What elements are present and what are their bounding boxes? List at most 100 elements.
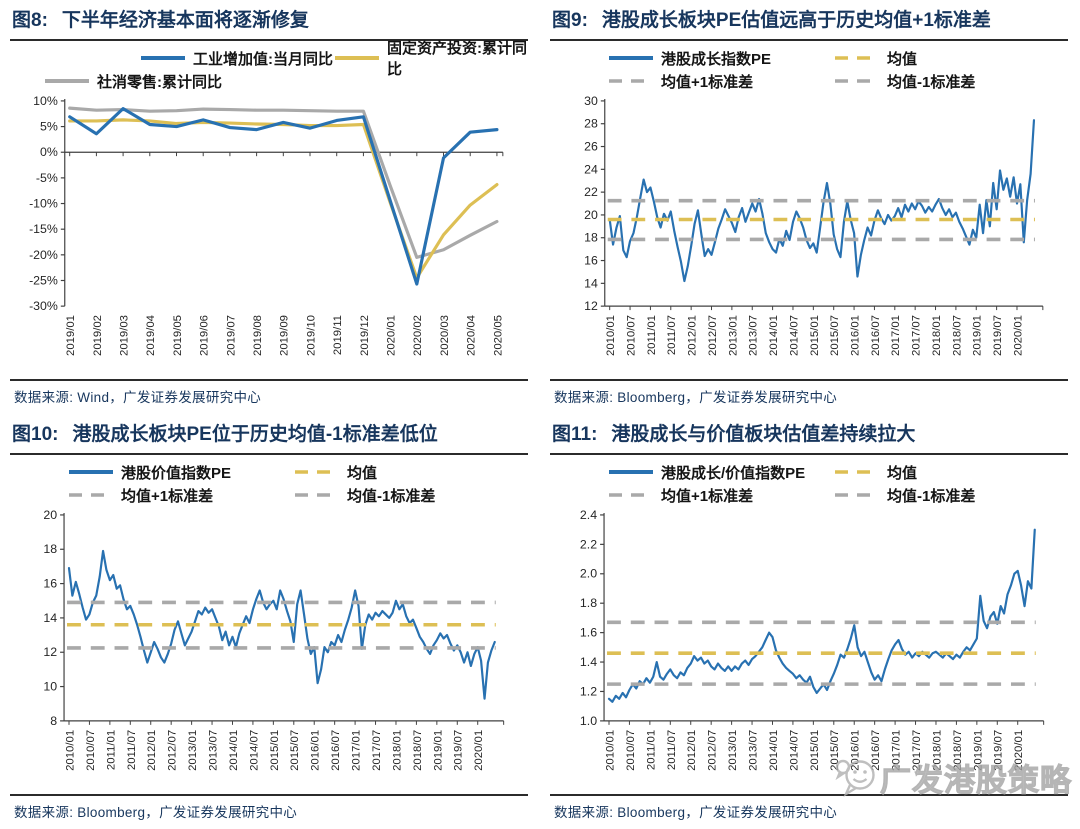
figure8-panel: 图8: 下半年经济基本面将逐渐修复 工业增加值:当月同比 固定资产投资:累计同比社… — [0, 0, 540, 414]
x-axis-label: 2020/02 — [412, 315, 424, 356]
x-axis-label: 2016/01 — [310, 730, 322, 771]
x-axis-label: 2015/01 — [809, 730, 821, 771]
x-axis-label: 2018/01 — [391, 730, 403, 771]
x-axis-label: 2020/04 — [466, 315, 478, 356]
x-axis-label: 2019/10 — [305, 315, 317, 356]
x-axis-label: 2017/01 — [351, 730, 363, 771]
x-axis-label: 2020/01 — [1013, 730, 1025, 771]
legend-label: 社消零售:累计同比 — [97, 73, 222, 91]
legend-item: 均值 — [294, 462, 520, 483]
figure9-legend: 港股成长指数PE 均值均值+1标准差 均值-1标准差 — [550, 41, 1068, 93]
legend-item: 社消零售:累计同比 — [44, 71, 242, 92]
dashed-line-swatch — [835, 56, 879, 61]
x-axis-label: 2016/07 — [330, 730, 342, 771]
legend-label: 均值+1标准差 — [661, 73, 754, 91]
y-axis-label: 30 — [584, 95, 598, 108]
x-axis-label: 2016/07 — [870, 730, 882, 771]
legend-label: 均值+1标准差 — [661, 487, 754, 505]
legend-item: 工业增加值:当月同比 — [140, 48, 334, 69]
x-axis-label: 2019/07 — [993, 730, 1005, 771]
figure9-chart-plot: 30 28 26 24 22 20 18 16 14 12 2010/01 2010/07 2011/0… — [584, 95, 1044, 356]
line-swatch — [335, 56, 379, 61]
figure9-panel: 图9: 港股成长板块PE估值远高于历史均值+1标准差 港股成长指数PE 均值 均值+… — [540, 0, 1080, 414]
line-swatch — [45, 79, 89, 84]
x-axis-label: 2010/07 — [85, 730, 97, 771]
legend-item: 港股成长/价值指数PE — [608, 462, 834, 483]
legend-item: 均值-1标准差 — [294, 485, 520, 506]
x-axis-label: 2018/07 — [951, 315, 963, 356]
y-axis-label: 2.2 — [580, 537, 597, 551]
x-axis-label: 2013/01 — [187, 730, 199, 771]
series-line — [67, 549, 496, 700]
x-axis-label: 2013/01 — [727, 315, 739, 356]
x-axis-label: 2019/07 — [225, 315, 237, 356]
legend-item: 均值-1标准差 — [834, 71, 1060, 92]
y-axis-label: 16 — [43, 576, 57, 590]
legend-row: 工业增加值:当月同比 固定资产投资:累计同比 — [10, 40, 528, 78]
x-axis-label: 2011/01 — [646, 315, 658, 355]
y-axis-label: 14 — [43, 611, 57, 625]
legend-label: 工业增加值:当月同比 — [193, 50, 333, 68]
figure-number: 图10: — [12, 424, 59, 445]
x-axis-label: 2016/07 — [870, 315, 882, 356]
figure-number: 图11: — [552, 424, 598, 445]
y-axis-label: 20 — [584, 208, 598, 222]
x-axis-label: 2019/11 — [332, 315, 344, 355]
line-swatch — [141, 56, 185, 61]
legend-label: 港股价值指数PE — [121, 464, 232, 482]
figure-title-text: 港股成长板块PE位于历史均值-1标准差低位 — [72, 424, 438, 445]
x-axis-label: 2017/01 — [890, 315, 902, 356]
figure-title-text: 港股成长板块PE估值远高于历史均值+1标准差 — [601, 10, 991, 31]
x-axis-label: 2010/01 — [64, 730, 76, 771]
figure9-title: 图9: 港股成长板块PE估值远高于历史均值+1标准差 — [550, 8, 1068, 41]
x-axis-label: 2011/07 — [666, 315, 678, 355]
x-axis-label: 2019/01 — [972, 730, 984, 771]
y-axis-label: 8 — [50, 714, 57, 728]
figure11-title: 图11: 港股成长与价值板块估值差持续拉大 — [550, 422, 1068, 455]
x-axis-label: 2012/01 — [146, 730, 158, 771]
y-axis-label: 10% — [33, 95, 58, 108]
x-axis-label: 2014/01 — [228, 730, 240, 771]
dashed-line-swatch — [69, 493, 113, 498]
x-axis-label: 2019/02 — [92, 315, 104, 356]
y-axis-label: 0% — [40, 145, 58, 159]
y-axis-label: 22 — [584, 185, 598, 199]
legend-label: 均值+1标准差 — [121, 487, 214, 505]
legend-item: 均值 — [834, 462, 1060, 483]
x-axis-label: 2019/09 — [279, 315, 291, 356]
figure-number: 图8: — [12, 10, 48, 31]
x-axis-label: 2020/01 — [386, 315, 398, 356]
legend-row: 港股成长指数PE 均值 — [550, 47, 1068, 70]
y-axis-label: 18 — [43, 542, 57, 556]
x-axis-label: 2019/12 — [359, 315, 371, 356]
y-axis-label: 1.4 — [580, 655, 597, 669]
series-line — [68, 106, 499, 259]
x-axis-label: 2014/07 — [248, 730, 260, 771]
x-axis-label: 2013/07 — [748, 315, 760, 356]
legend-item: 均值+1标准差 — [68, 485, 294, 506]
x-axis-label: 2012/07 — [707, 315, 719, 356]
x-axis-label: 2010/07 — [626, 315, 638, 356]
line-swatch — [609, 470, 653, 475]
y-axis-label: 12 — [43, 645, 57, 659]
legend-row: 均值+1标准差 均值-1标准差 — [550, 70, 1068, 93]
legend-label: 固定资产投资:累计同比 — [387, 40, 527, 79]
figure11-panel: 图11: 港股成长与价值板块估值差持续拉大 港股成长/价值指数PE 均值均值+1标… — [540, 414, 1080, 829]
series-line — [608, 119, 1036, 283]
legend-label: 均值 — [887, 50, 918, 68]
x-axis-label: 2012/01 — [687, 315, 699, 356]
x-axis-label: 2015/07 — [289, 730, 301, 771]
dashed-line-swatch — [835, 493, 879, 498]
legend-item: 均值-1标准差 — [834, 485, 1060, 506]
x-axis-label: 2012/01 — [686, 730, 698, 771]
figure10-chart-plot: 20 18 16 14 12 10 8 2010/01 2010/07 2011/01 2011/0… — [43, 509, 505, 771]
y-axis-label: 20 — [43, 509, 57, 522]
x-axis-label: 2020/05 — [492, 315, 504, 356]
y-axis-label: -25% — [29, 273, 58, 287]
dashed-line-swatch — [295, 493, 339, 498]
figure10-title: 图10: 港股成长板块PE位于历史均值-1标准差低位 — [10, 422, 528, 455]
legend-row: 港股成长/价值指数PE 均值 — [550, 461, 1068, 484]
legend-label: 均值-1标准差 — [347, 487, 436, 505]
legend-label: 均值-1标准差 — [887, 487, 976, 505]
y-axis-label: 18 — [584, 231, 598, 245]
